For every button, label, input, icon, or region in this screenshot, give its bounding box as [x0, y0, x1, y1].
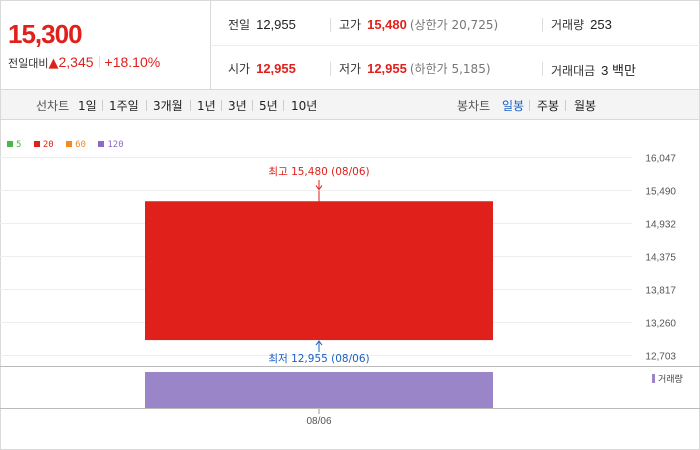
volume-stat: 거래량 253 — [551, 16, 612, 33]
legend-label: 20 — [42, 140, 54, 150]
stock-header: 15,300 전일대비▲2,345 +18.10% 전일 12,955 고가 15,4… — [0, 0, 700, 90]
change-row: 전일대비▲2,345 +18.10% — [8, 54, 160, 71]
y-tick-label: 12,703 — [645, 352, 676, 363]
period-3m[interactable]: 3개월 — [153, 99, 183, 113]
trade-value-value: 3 백만 — [601, 63, 636, 78]
chart-annotations: 최고 15,480 (08/06) 최저 12,955 (08/06) — [268, 166, 369, 365]
divider — [330, 18, 331, 32]
period-1w[interactable]: 1주일 — [109, 99, 139, 113]
low-value: 12,955 — [367, 61, 407, 76]
y-tick-label: 13,817 — [645, 286, 676, 297]
divider — [190, 100, 191, 111]
legend-label: 5 — [16, 140, 22, 150]
y-tick-label: 14,932 — [645, 220, 676, 231]
x-tick-label: 08/06 — [306, 416, 331, 427]
legend-item-ma20[interactable]: 20 — [33, 140, 54, 150]
open-stat: 시가 12,955 — [228, 60, 296, 77]
volume-legend-label: 거래량 — [658, 373, 683, 385]
candle-series — [145, 190, 493, 341]
prev-close-label: 전일 — [228, 18, 251, 32]
x-axis: 08/06 — [306, 409, 332, 427]
prev-close-value: 12,955 — [256, 17, 296, 32]
lower-limit: (하한가 5,185) — [409, 62, 491, 76]
high-arrow-head — [315, 185, 323, 191]
divider — [529, 100, 530, 111]
period-5y[interactable]: 5년 — [259, 99, 278, 113]
volume-label: 거래량 — [551, 18, 585, 32]
change-percent: +18.10% — [104, 54, 161, 70]
up-arrow-icon: ▲ — [48, 56, 59, 71]
period-1y[interactable]: 1년 — [197, 99, 216, 113]
low-annotation: 최저 12,955 (08/06) — [268, 353, 369, 365]
legend-swatch — [7, 141, 13, 147]
divider — [330, 62, 331, 76]
open-value: 12,955 — [256, 61, 296, 76]
line-chart-label: 선차트 — [36, 99, 70, 113]
period-10y[interactable]: 10년 — [291, 99, 318, 113]
high-value: 15,480 — [367, 17, 407, 32]
candle-body — [145, 201, 493, 341]
row-divider — [212, 45, 700, 46]
divider — [98, 56, 100, 68]
legend-swatch — [66, 141, 73, 147]
trade-value-stat: 거래대금 3 백만 — [551, 60, 636, 79]
period-3y[interactable]: 3년 — [228, 99, 247, 113]
legend-item-ma120[interactable]: 120 — [98, 140, 124, 150]
candle-chart-label: 봉차트 — [457, 99, 491, 113]
prev-close-stat: 전일 12,955 — [228, 16, 296, 33]
upper-limit: (상한가 20,725) — [409, 18, 499, 32]
volume-legend-swatch — [652, 374, 655, 383]
legend-swatch — [98, 141, 105, 147]
high-stat: 고가 15,480 (상한가 20,725) — [339, 16, 498, 33]
change-value: 2,345 — [58, 54, 94, 70]
divider — [565, 100, 566, 111]
candle-daily[interactable]: 일봉 — [502, 99, 525, 113]
low-label: 저가 — [339, 62, 362, 76]
period-bar: 선차트 1일 1주일 3개월 1년 3년 5년 10년 봉차트 일봉 주봉 월봉 — [0, 90, 700, 120]
divider — [102, 100, 103, 111]
legend-swatch — [33, 141, 40, 147]
price-summary: 15,300 전일대비▲2,345 +18.10% — [1, 1, 211, 90]
current-price: 15,300 — [8, 19, 83, 49]
divider — [542, 62, 543, 76]
high-annotation: 최고 15,480 (08/06) — [268, 166, 369, 178]
low-stat: 저가 12,955 (하한가 5,185) — [339, 60, 491, 77]
legend-item-ma5[interactable]: 5 — [7, 140, 21, 150]
divider — [221, 100, 222, 111]
volume-value: 253 — [590, 17, 612, 32]
candle-monthly[interactable]: 월봉 — [574, 99, 597, 113]
high-label: 고가 — [339, 18, 362, 32]
change-label: 전일대비 — [8, 57, 49, 70]
volume-bar — [145, 372, 493, 408]
candle-weekly[interactable]: 주봉 — [537, 99, 560, 113]
divider — [252, 100, 253, 111]
divider — [542, 18, 543, 32]
low-arrow-head — [315, 340, 323, 346]
divider — [283, 100, 284, 111]
y-tick-label: 13,260 — [645, 319, 676, 330]
y-tick-label: 16,047 — [645, 154, 676, 165]
price-chart[interactable]: 16,047 15,490 14,932 14,375 13,817 13,260 12,7… — [0, 120, 700, 450]
trade-value-label: 거래대금 — [551, 64, 596, 78]
period-1d[interactable]: 1일 — [78, 99, 97, 113]
moving-average-legend: 5 20 60 120 — [7, 140, 131, 150]
y-tick-label: 14,375 — [645, 253, 676, 264]
legend-item-ma60[interactable]: 60 — [66, 140, 86, 150]
divider — [146, 100, 147, 111]
volume-series: 거래량 — [145, 372, 683, 408]
open-label: 시가 — [228, 62, 251, 76]
y-tick-label: 15,490 — [645, 187, 676, 198]
legend-label: 120 — [107, 140, 124, 150]
y-axis-ticks: 16,047 15,490 14,932 14,375 13,817 13,260 12,7… — [645, 154, 676, 363]
legend-label: 60 — [75, 140, 86, 150]
